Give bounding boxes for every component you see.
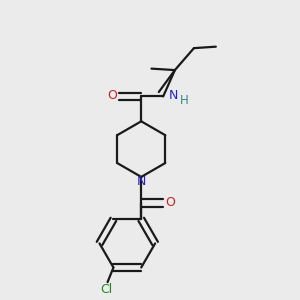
Text: H: H [180, 94, 189, 107]
Text: O: O [166, 196, 176, 209]
Text: N: N [136, 176, 146, 188]
Text: O: O [107, 89, 117, 102]
Text: N: N [168, 89, 178, 102]
Text: Cl: Cl [100, 283, 112, 296]
